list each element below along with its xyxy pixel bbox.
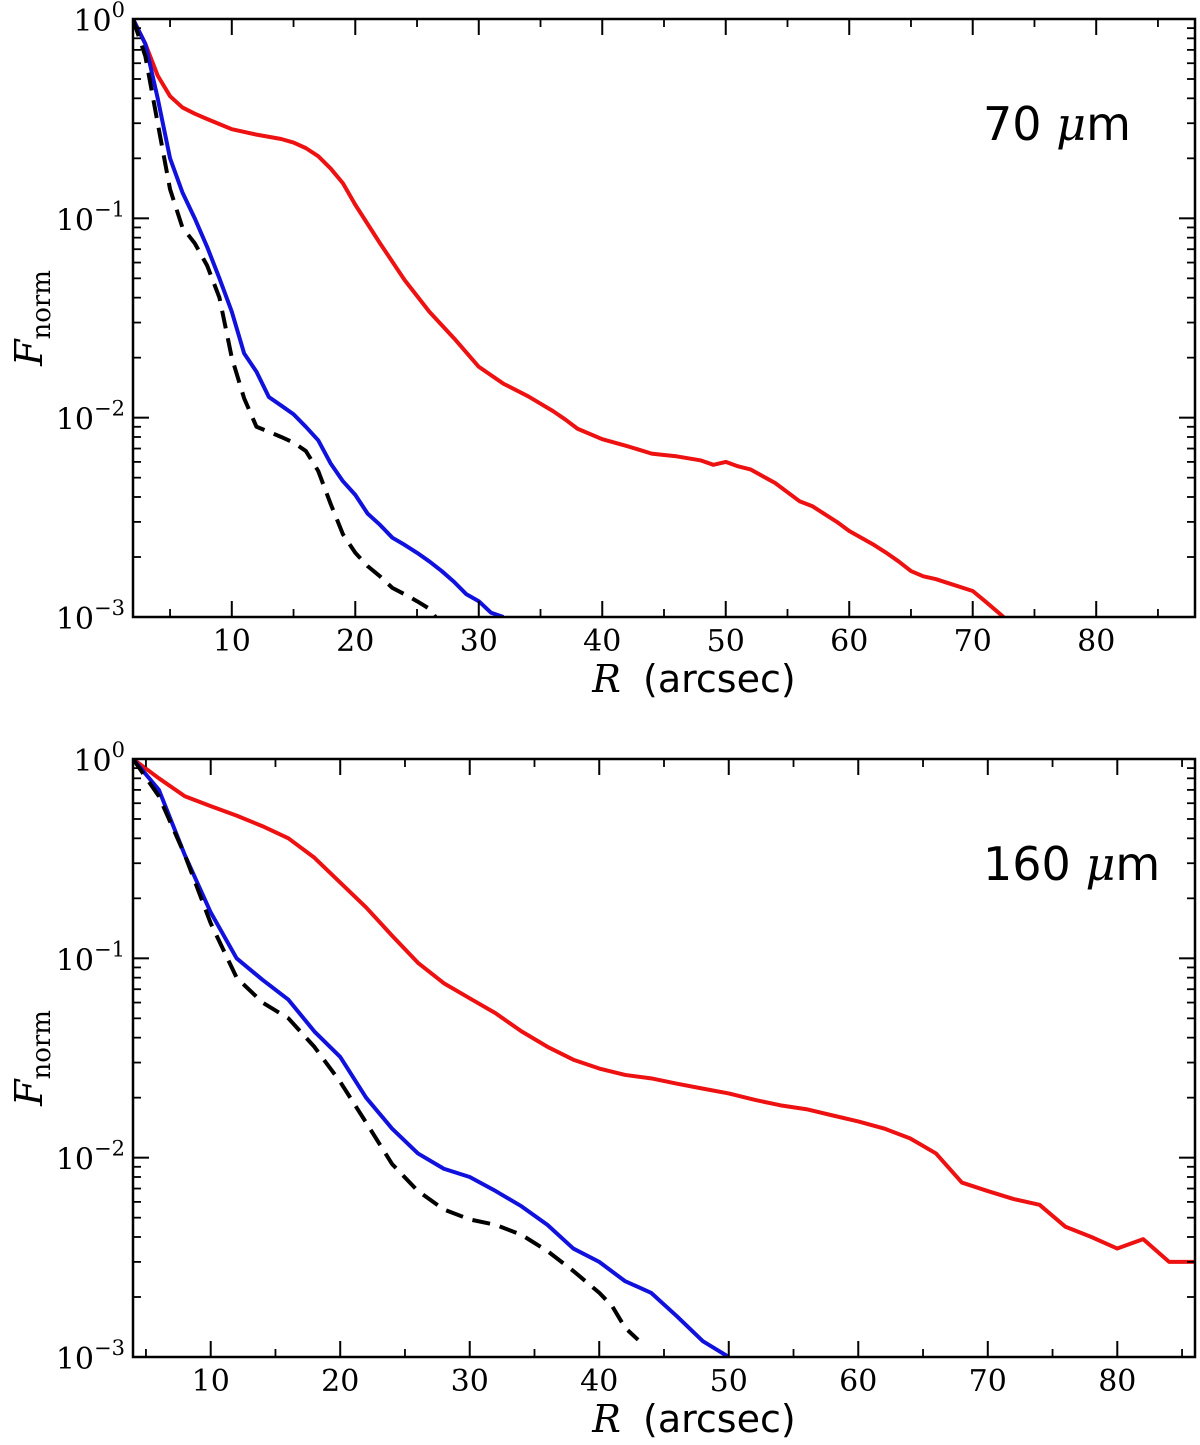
x-tick-label: 70 [969,1364,1007,1399]
x-tick-label: 30 [451,1364,489,1399]
series-blue-line [133,19,505,617]
x-tick-label: 20 [336,624,374,659]
x-tick-label: 60 [830,624,868,659]
series-black-line [133,759,640,1342]
x-tick-label: 10 [213,624,251,659]
y-tick-label: 10−2 [56,1137,125,1178]
x-axis-label: R (arcsec) [591,657,795,701]
y-tick-label: 10−3 [56,1336,125,1377]
x-axis-label: R (arcsec) [591,1397,795,1441]
x-tick-label: 80 [1098,1364,1136,1399]
panel-2: 10 20 30 40 50 60 70 80 100 10−1 10−2 10−3 R (arcsec… [7,738,1197,1441]
series-black-line [133,19,438,617]
y-tick-label: 10−1 [56,197,125,238]
series-group [133,759,1195,1357]
x-tick-label: 30 [460,624,498,659]
x-tick-label: 20 [321,1364,359,1399]
y-tick-label: 100 [73,738,125,779]
y-tick-label: 10−2 [56,397,125,438]
x-tick-label: 40 [580,1364,618,1399]
y-axis-label: Fnorm [7,270,57,367]
series-red-line [133,19,1005,617]
x-tick-label: 50 [710,1364,748,1399]
y-tick-label: 100 [73,0,125,39]
series-group [133,19,1005,617]
y-tick-label: 10−3 [56,596,125,637]
series-red-line [133,759,1195,1264]
panel-label: 160 μm [983,837,1160,891]
y-tick-label: 10−1 [56,937,125,978]
panel-1: 10 20 30 40 50 60 70 80 100 10−1 10−2 10−3 R (arcsec… [7,0,1197,701]
y-axis-label: Fnorm [7,1010,57,1107]
x-tick-label: 60 [839,1364,877,1399]
x-tick-label: 70 [954,624,992,659]
panel-label: 70 μm [983,97,1131,151]
x-tick-label: 40 [583,624,621,659]
series-blue-line [133,759,730,1357]
x-tick-label: 50 [707,624,745,659]
x-tick-label: 10 [192,1364,230,1399]
x-tick-label: 80 [1077,624,1115,659]
